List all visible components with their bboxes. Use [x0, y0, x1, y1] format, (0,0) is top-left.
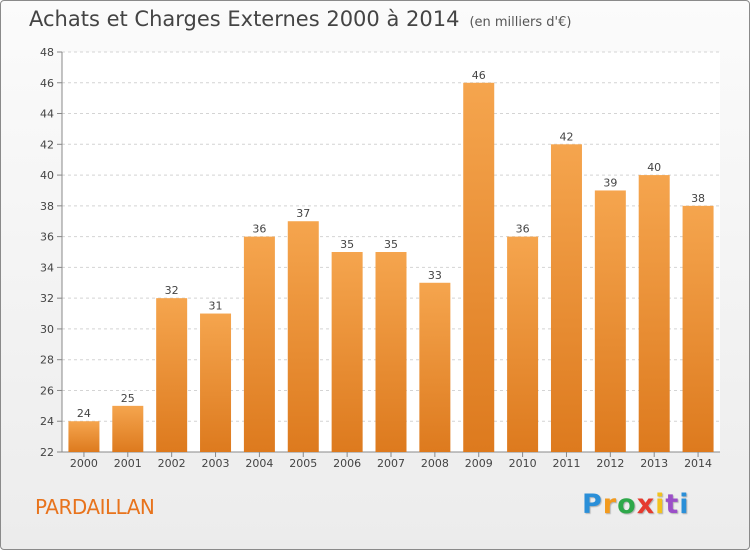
- y-tick-label: 32: [40, 292, 54, 305]
- data-label: 35: [340, 238, 354, 251]
- data-label: 33: [428, 269, 442, 282]
- logo-letter: i: [679, 489, 690, 520]
- x-tick-label: 2007: [377, 457, 405, 470]
- data-label: 31: [209, 300, 223, 313]
- x-tick-label: 2002: [158, 457, 186, 470]
- data-label: 38: [691, 192, 705, 205]
- y-tick-label: 26: [40, 384, 54, 397]
- x-tick-label: 2014: [684, 457, 712, 470]
- bar: [638, 175, 670, 453]
- logo-letter: r: [602, 489, 618, 520]
- data-label: 32: [165, 284, 179, 297]
- bar: [594, 190, 626, 452]
- bar: [682, 205, 714, 452]
- data-label: 25: [121, 392, 135, 405]
- y-tick-label: 34: [40, 261, 54, 274]
- bar: [507, 236, 539, 452]
- data-label: 39: [603, 176, 617, 189]
- y-tick-label: 40: [40, 169, 54, 182]
- y-tick-label: 44: [40, 108, 54, 121]
- bar: [375, 252, 407, 452]
- bar: [550, 144, 582, 453]
- data-label: 36: [252, 223, 266, 236]
- x-tick-label: 2011: [552, 457, 580, 470]
- x-tick-label: 2003: [202, 457, 230, 470]
- bar: [112, 405, 144, 452]
- x-tick-label: 2008: [421, 457, 449, 470]
- logo-letter: x: [636, 489, 656, 520]
- data-label: 46: [472, 69, 486, 82]
- data-label: 37: [296, 207, 310, 220]
- y-tick-label: 30: [40, 323, 54, 336]
- bar: [287, 221, 319, 452]
- y-tick-label: 22: [40, 446, 54, 459]
- x-tick-label: 2010: [509, 457, 537, 470]
- x-tick-label: 2001: [114, 457, 142, 470]
- bar: [463, 82, 495, 453]
- x-tick-label: 2013: [640, 457, 668, 470]
- x-tick-label: 2005: [289, 457, 317, 470]
- bar: [68, 421, 100, 452]
- proxiti-logo[interactable]: Proxiti: [582, 489, 690, 520]
- place-name: PARDAILLAN: [35, 495, 155, 519]
- bar: [243, 236, 275, 452]
- y-tick-label: 46: [40, 77, 54, 90]
- logo-letter: o: [617, 489, 637, 520]
- bar: [200, 313, 232, 452]
- logo-letter: P: [582, 489, 603, 520]
- logo-letter: t: [665, 489, 680, 520]
- data-label: 40: [647, 161, 661, 174]
- logo-letter: i: [655, 489, 666, 520]
- x-tick-label: 2009: [465, 457, 493, 470]
- y-tick-label: 38: [40, 200, 54, 213]
- x-tick-label: 2000: [70, 457, 98, 470]
- data-label: 35: [384, 238, 398, 251]
- bar: [331, 252, 363, 452]
- bar: [419, 282, 451, 452]
- title-text: Achats et Charges Externes 2000 à 2014: [29, 7, 460, 31]
- data-label: 24: [77, 407, 91, 420]
- chart-title: Achats et Charges Externes 2000 à 2014 (e…: [29, 7, 571, 31]
- y-tick-label: 28: [40, 354, 54, 367]
- data-label: 36: [516, 223, 530, 236]
- x-tick-label: 2004: [245, 457, 273, 470]
- y-tick-label: 36: [40, 231, 54, 244]
- y-tick-label: 48: [40, 46, 54, 59]
- y-tick-label: 42: [40, 138, 54, 151]
- chart-subtitle: (en milliers d'€): [469, 15, 572, 30]
- x-tick-label: 2006: [333, 457, 361, 470]
- x-tick-label: 2012: [596, 457, 624, 470]
- y-tick-label: 24: [40, 415, 54, 428]
- data-label: 42: [559, 130, 573, 143]
- bar: [156, 298, 188, 452]
